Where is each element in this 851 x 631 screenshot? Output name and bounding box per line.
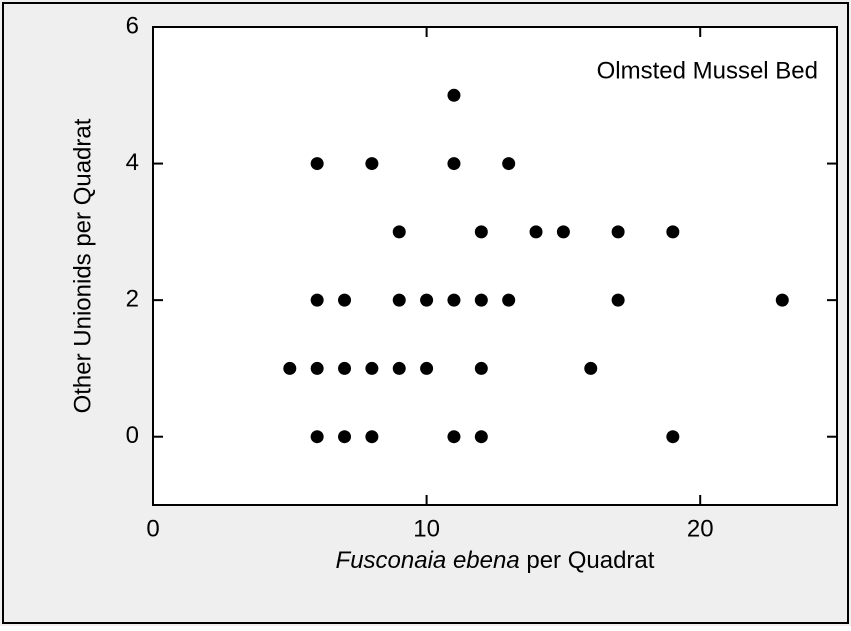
point: [447, 88, 461, 102]
point: [474, 225, 488, 239]
x-tick-label: 10: [413, 515, 440, 542]
point: [474, 430, 488, 444]
y-tick-label: 6: [126, 12, 139, 39]
point: [529, 225, 543, 239]
point: [420, 293, 434, 307]
y-tick-label: 2: [126, 285, 139, 312]
y-tick-label: 0: [126, 422, 139, 449]
plot-area: [152, 26, 838, 506]
y-tick-label: 4: [126, 149, 139, 176]
point: [611, 293, 625, 307]
point: [310, 157, 324, 171]
point: [392, 293, 406, 307]
point: [666, 430, 680, 444]
point: [502, 157, 516, 171]
point: [310, 361, 324, 375]
x-axis-label: Fusconaia ebena per Quadrat: [336, 547, 655, 574]
point: [365, 157, 379, 171]
point: [666, 225, 680, 239]
point: [474, 293, 488, 307]
x-label-species: Fusconaia ebena: [336, 547, 520, 574]
point: [775, 293, 789, 307]
x-label-rest: per Quadrat: [526, 547, 654, 574]
point: [365, 361, 379, 375]
y-axis-label: Other Unionids per Quadrat: [69, 118, 96, 413]
point: [502, 293, 516, 307]
point: [365, 430, 379, 444]
point: [283, 361, 297, 375]
point: [392, 225, 406, 239]
point: [392, 361, 406, 375]
annotation: Olmsted Mussel Bed: [597, 57, 818, 84]
point: [310, 293, 324, 307]
point: [584, 361, 598, 375]
point: [447, 430, 461, 444]
point: [420, 361, 434, 375]
point: [338, 293, 352, 307]
point: [611, 225, 625, 239]
point: [474, 361, 488, 375]
point: [310, 430, 324, 444]
point: [338, 430, 352, 444]
point: [447, 157, 461, 171]
x-tick-label: 20: [687, 515, 714, 542]
x-tick-label: 0: [146, 515, 159, 542]
point: [447, 293, 461, 307]
point: [556, 225, 570, 239]
point: [338, 361, 352, 375]
